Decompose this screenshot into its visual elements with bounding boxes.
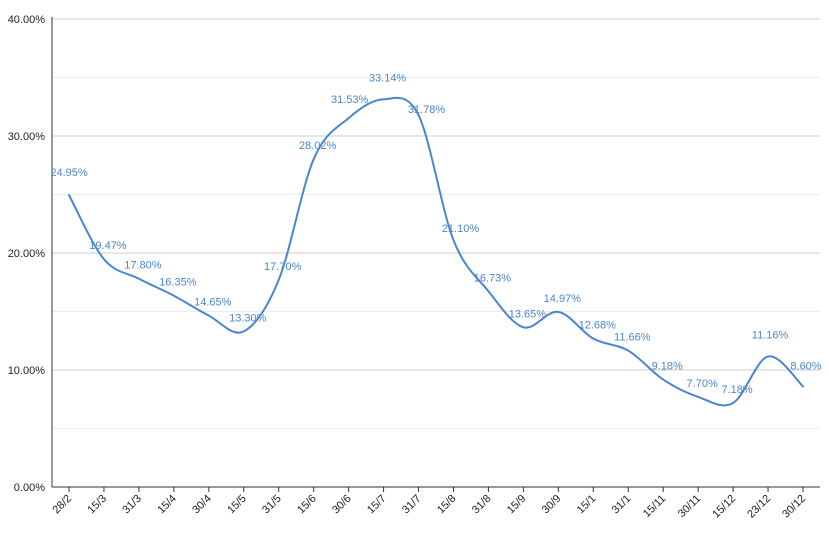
x-tick-label: 15/1 xyxy=(575,493,599,517)
data-point xyxy=(67,193,71,197)
x-tick-label: 15/3 xyxy=(85,493,109,517)
data-label: 13.30% xyxy=(229,312,267,324)
x-tick-label: 15/5 xyxy=(225,493,249,517)
x-tick-label: 15/8 xyxy=(435,493,459,517)
data-label: 16.73% xyxy=(474,272,512,284)
x-tick-label: 15/7 xyxy=(365,493,389,517)
y-tick-label: 40.00% xyxy=(8,14,46,26)
data-label: 14.97% xyxy=(544,293,582,305)
x-tick-label: 30/12 xyxy=(780,493,808,521)
y-tick-label: 20.00% xyxy=(8,248,46,260)
data-label: 9.18% xyxy=(652,361,683,373)
data-label: 11.16% xyxy=(752,329,789,341)
x-tick-label: 31/1 xyxy=(610,493,634,517)
y-tick-label: 10.00% xyxy=(8,365,46,377)
data-point xyxy=(696,395,700,399)
axes xyxy=(51,17,820,488)
x-tick-label: 30/9 xyxy=(540,493,564,517)
data-label: 31.53% xyxy=(331,94,369,106)
series-line xyxy=(68,96,804,407)
x-tick-label: 15/6 xyxy=(295,493,319,517)
data-point xyxy=(242,329,246,333)
data-point xyxy=(451,238,455,242)
x-tick-label: 15/9 xyxy=(505,493,529,517)
data-point xyxy=(731,401,735,405)
y-axis-ticks: 0.00% 10.00% 20.00% 30.00% 40.00% xyxy=(8,14,46,494)
data-point xyxy=(347,116,351,120)
data-point xyxy=(277,278,281,282)
data-point xyxy=(556,310,560,314)
x-tick-label: 15/12 xyxy=(710,493,738,521)
data-point xyxy=(766,354,770,358)
data-point xyxy=(137,277,141,281)
data-point xyxy=(801,384,805,388)
data-point xyxy=(102,257,106,261)
data-point xyxy=(591,337,595,341)
series-group xyxy=(67,96,805,407)
data-label: 7.18% xyxy=(721,384,752,396)
x-tick-label: 15/11 xyxy=(641,493,668,520)
x-tick-label: 31/5 xyxy=(260,493,284,517)
x-tick-label: 23/12 xyxy=(745,493,773,521)
data-label: 24.95% xyxy=(50,167,88,179)
data-point xyxy=(382,97,386,101)
data-point xyxy=(521,325,525,329)
data-label: 7.70% xyxy=(687,378,718,390)
x-tick-label: 31/8 xyxy=(470,493,494,517)
y-tick-label: 0.00% xyxy=(14,482,45,494)
data-label: 12.68% xyxy=(579,320,617,332)
data-label: 13.65% xyxy=(509,308,547,320)
gridlines xyxy=(52,18,820,429)
y-tick-label: 30.00% xyxy=(8,131,46,143)
data-label: 16.35% xyxy=(159,277,197,289)
data-point xyxy=(172,294,176,298)
data-label: 17.70% xyxy=(264,261,302,273)
data-label: 19.47% xyxy=(89,240,127,252)
x-tick-label: 31/7 xyxy=(400,493,424,517)
x-tick-label: 31/3 xyxy=(120,493,144,517)
data-label: 14.65% xyxy=(194,297,232,309)
data-point xyxy=(626,349,630,353)
data-point xyxy=(207,314,211,318)
data-point xyxy=(312,157,316,161)
data-label: 21.10% xyxy=(442,223,480,235)
x-tick-label: 30/11 xyxy=(676,493,703,520)
data-label: 28.02% xyxy=(299,140,337,152)
data-label: 11.66% xyxy=(614,332,651,344)
data-label: 17.80% xyxy=(124,260,162,272)
x-tick-label: 30/4 xyxy=(190,493,214,517)
x-tick-label: 30/6 xyxy=(330,493,354,517)
x-axis-ticks: 28/2 15/3 31/3 15/4 30/4 15/5 31/5 15/6 30/6 15/7… xyxy=(50,487,808,521)
x-tick-label: 28/2 xyxy=(50,493,74,517)
data-point xyxy=(661,378,665,382)
data-point xyxy=(486,289,490,293)
data-labels: 24.95% 19.47% 17.80% 16.35% 14.65% 13.30% 17.7… xyxy=(50,72,821,396)
data-label: 31.78% xyxy=(408,104,446,116)
data-label: 8.60% xyxy=(790,360,821,372)
data-label: 33.14% xyxy=(369,72,407,84)
x-tick-label: 15/4 xyxy=(155,493,179,517)
